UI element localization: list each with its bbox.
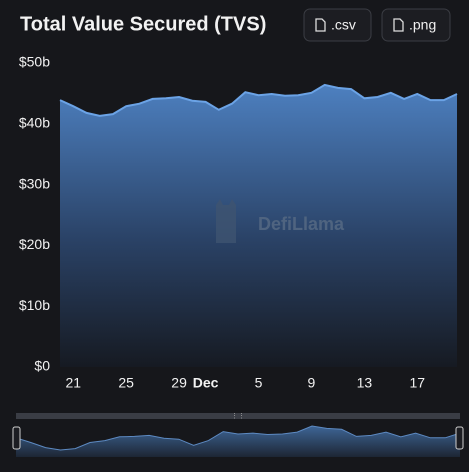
y-tick-label: $30b bbox=[19, 175, 50, 191]
button-frame[interactable] bbox=[381, 8, 451, 42]
y-tick-label: $10b bbox=[19, 297, 50, 313]
button-label[interactable]: .png bbox=[409, 17, 436, 33]
slider-preview bbox=[15, 425, 461, 457]
y-tick-label: $20b bbox=[19, 236, 50, 252]
watermark-logo bbox=[216, 199, 236, 243]
x-tick-label: 13 bbox=[357, 375, 373, 391]
x-tick-label: 25 bbox=[118, 375, 134, 391]
x-tick-label: 21 bbox=[65, 375, 81, 391]
button-label[interactable]: .csv bbox=[331, 17, 356, 33]
csv-button[interactable]: .csv bbox=[303, 8, 372, 42]
x-tick-label: 5 bbox=[255, 375, 263, 391]
file-icon bbox=[393, 18, 404, 32]
file-icon bbox=[315, 18, 326, 32]
slider-handle[interactable] bbox=[455, 426, 464, 450]
x-tick-label: 17 bbox=[410, 375, 426, 391]
slider-grip[interactable]: ⋮⋮ bbox=[231, 413, 245, 420]
y-tick-label: $0 bbox=[34, 358, 50, 374]
y-tick-label: $40b bbox=[19, 115, 50, 131]
y-tick-label: $50b bbox=[19, 54, 50, 70]
x-tick-label: Dec bbox=[193, 375, 219, 391]
x-tick-label: 29 bbox=[171, 375, 187, 391]
watermark: DefiLlama bbox=[258, 214, 345, 234]
chart-title: Total Value Secured (TVS) bbox=[20, 13, 266, 35]
plot: $0 $10b $20b $30b $40b $50b 21 25 29 Dec 5 9 13 17 bbox=[19, 54, 458, 391]
mini-area bbox=[16, 426, 460, 457]
line bbox=[59, 83, 458, 117]
area bbox=[60, 84, 457, 368]
x-tick-label: 9 bbox=[308, 375, 316, 391]
slider-handle[interactable] bbox=[12, 426, 21, 450]
mini-line bbox=[15, 425, 461, 451]
button-frame[interactable] bbox=[303, 8, 372, 42]
slider-bar[interactable] bbox=[16, 413, 460, 419]
png-button[interactable]: .png bbox=[381, 8, 451, 42]
